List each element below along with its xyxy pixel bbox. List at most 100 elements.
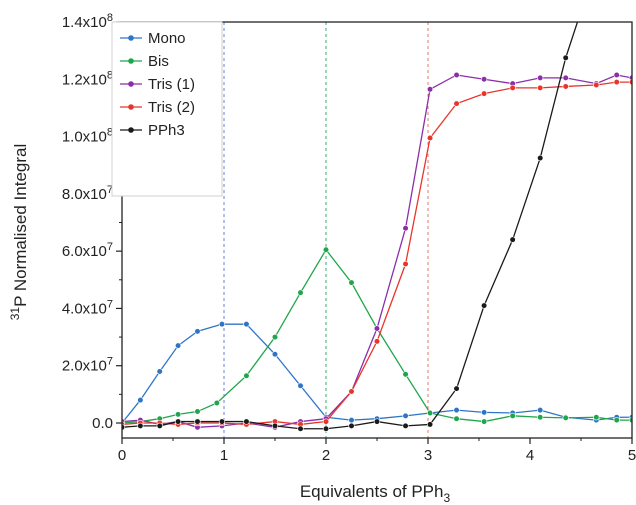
y-axis: 0.0 2.0x107 4.0x107 6.0x107 8.0x107 1.0x108 1.… bbox=[62, 12, 122, 432]
y-tick-label: 1.0x108 bbox=[62, 127, 113, 146]
data-point bbox=[453, 385, 460, 392]
data-point bbox=[509, 412, 516, 419]
data-point bbox=[194, 328, 201, 335]
data-point bbox=[453, 100, 460, 107]
data-point bbox=[562, 83, 569, 90]
data-point bbox=[481, 90, 488, 97]
data-point bbox=[402, 371, 409, 378]
data-point bbox=[481, 418, 488, 425]
data-point bbox=[348, 279, 355, 286]
data-point bbox=[426, 409, 434, 417]
data-point bbox=[194, 418, 201, 425]
data-point bbox=[373, 338, 381, 345]
data-point bbox=[271, 351, 279, 358]
data-point bbox=[537, 407, 544, 414]
y-tick-label: 8.0x107 bbox=[62, 184, 113, 203]
y-tick-label: 2.0x107 bbox=[62, 356, 113, 375]
data-point bbox=[628, 417, 632, 424]
x-tick-label: 3 bbox=[424, 447, 432, 464]
legend: Mono Bis Tris (1) Tris (2) PPh3 bbox=[111, 21, 223, 197]
data-point bbox=[348, 417, 355, 424]
data-point bbox=[537, 84, 544, 91]
data-point bbox=[402, 225, 409, 232]
data-point bbox=[373, 325, 381, 332]
data-point bbox=[481, 409, 488, 416]
legend-item: Tris (2) bbox=[120, 99, 195, 116]
data-point bbox=[348, 388, 355, 395]
data-point bbox=[156, 368, 163, 375]
data-point bbox=[613, 417, 620, 424]
data-point bbox=[297, 425, 304, 432]
legend-swatch-marker bbox=[128, 127, 134, 133]
data-point bbox=[509, 236, 516, 243]
y-tick-label: 6.0x107 bbox=[62, 241, 113, 260]
data-point bbox=[243, 418, 250, 425]
x-axis-title: Equivalents of PPh3 bbox=[300, 482, 451, 505]
data-point bbox=[509, 84, 516, 91]
legend-label: Tris (2) bbox=[148, 99, 195, 116]
x-tick-label: 2 bbox=[322, 447, 330, 464]
data-point bbox=[481, 76, 488, 83]
data-point bbox=[243, 372, 250, 379]
series-line bbox=[122, 323, 632, 424]
data-point bbox=[297, 289, 304, 296]
legend-label: Bis bbox=[148, 53, 169, 70]
y-tick-label: 0.0 bbox=[92, 415, 113, 432]
legend-item: PPh3 bbox=[120, 122, 185, 139]
series-bis bbox=[122, 246, 632, 427]
y-tick-label: 4.0x107 bbox=[62, 298, 113, 317]
data-point bbox=[613, 71, 620, 79]
legend-label: Tris (1) bbox=[148, 76, 195, 93]
y-tick-label: 1.4x108 bbox=[62, 12, 113, 31]
data-point bbox=[537, 154, 544, 162]
data-point bbox=[175, 418, 182, 425]
legend-item: Bis bbox=[120, 53, 169, 70]
legend-swatch-marker bbox=[128, 35, 134, 41]
legend-item: Tris (1) bbox=[120, 76, 195, 93]
data-point bbox=[243, 321, 250, 328]
legend-item: Mono bbox=[120, 30, 186, 47]
x-tick-label: 4 bbox=[526, 447, 534, 464]
data-point bbox=[453, 415, 460, 422]
data-point bbox=[453, 71, 460, 79]
data-point bbox=[426, 134, 434, 142]
data-point bbox=[156, 422, 163, 429]
x-tick-label: 5 bbox=[628, 447, 636, 464]
series-line bbox=[122, 22, 579, 430]
data-point bbox=[426, 421, 434, 428]
data-point bbox=[373, 418, 381, 425]
data-point bbox=[175, 411, 182, 418]
legend-label: Mono bbox=[148, 30, 186, 47]
data-point bbox=[402, 422, 409, 429]
data-point bbox=[628, 79, 632, 86]
guide-lines bbox=[223, 22, 429, 438]
legend-label: PPh3 bbox=[148, 122, 185, 139]
data-point bbox=[537, 414, 544, 421]
data-point bbox=[271, 333, 279, 341]
legend-swatch-marker bbox=[128, 104, 134, 110]
data-point bbox=[348, 422, 355, 429]
data-point bbox=[613, 79, 620, 86]
data-point bbox=[322, 418, 330, 425]
data-point bbox=[271, 422, 279, 429]
x-axis: 0 1 2 3 4 5 bbox=[118, 438, 636, 464]
data-point bbox=[593, 81, 600, 89]
data-point bbox=[426, 86, 434, 93]
data-point bbox=[218, 321, 226, 328]
data-point bbox=[481, 302, 488, 309]
data-point bbox=[137, 396, 144, 404]
data-point bbox=[322, 246, 330, 253]
data-point bbox=[562, 74, 569, 81]
data-point bbox=[562, 54, 569, 61]
series-layer bbox=[122, 22, 632, 432]
data-point bbox=[175, 342, 182, 349]
data-point bbox=[122, 424, 126, 431]
data-point bbox=[453, 407, 460, 414]
x-tick-label: 0 bbox=[118, 447, 126, 464]
data-point bbox=[402, 412, 409, 419]
legend-swatch-marker bbox=[128, 58, 134, 64]
data-point bbox=[297, 382, 304, 389]
y-axis-title: 31P Normalised Integral bbox=[8, 144, 30, 321]
data-point bbox=[213, 399, 220, 407]
